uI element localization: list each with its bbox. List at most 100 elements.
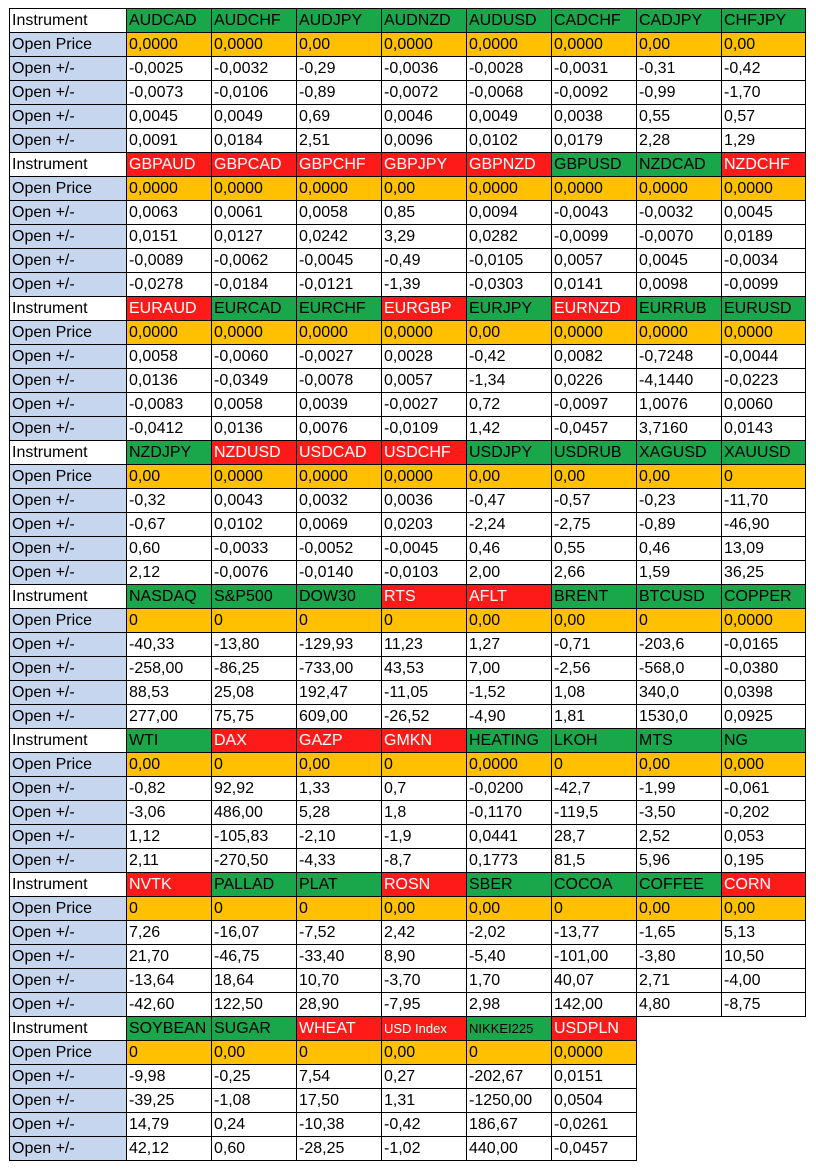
open-delta-cell: 1,12 [126,824,212,849]
open-delta-cell: 92,92 [211,776,297,801]
row-label-open-price: Open Price [9,608,127,633]
open-delta-cell: 0,0398 [721,680,806,705]
open-delta-cell: 75,75 [211,704,297,729]
open-delta-cell: -0,0052 [296,536,382,561]
open-delta-cell: -105,83 [211,824,297,849]
instrument-name-cell: COPPER [721,584,806,609]
instrument-name-cell: CADJPY [636,8,722,33]
open-delta-cell: -0,0083 [126,392,212,417]
open-delta-cell: -4,90 [466,704,552,729]
instrument-name-cell: CORN [721,872,806,897]
open-delta-row: Open +/- 88,53 25,08 192,47 -11,05 -1,52 1,08 3… [9,680,806,705]
open-delta-cell: 2,00 [466,560,552,585]
open-price-cell: 0 [721,464,806,489]
open-delta-row: Open +/- 0,0136 -0,0349 -0,0078 0,0057 -1,34 0… [9,368,806,393]
instrument-name-cell: USDJPY [466,440,552,465]
open-price-row: Open Price 0 0,00 0 0,00 0 0,0000 [9,1040,806,1065]
open-delta-cell: 0,0441 [466,824,552,849]
open-delta-cell: 1,0076 [636,392,722,417]
open-delta-cell: -0,89 [636,512,722,537]
open-delta-cell: -9,98 [126,1064,212,1089]
instrument-name-cell: GBPJPY [381,152,467,177]
open-price-cell: 0 [211,896,297,921]
open-delta-row: Open +/- -0,67 0,0102 0,0069 0,0203 -2,24 -2,7… [9,512,806,537]
open-delta-cell: -39,25 [126,1088,212,1113]
open-delta-row: Open +/- -0,0412 0,0136 0,0076 -0,0109 1,42 -0… [9,416,806,441]
open-price-cell: 0,0000 [721,176,806,201]
open-price-cell: 0,00 [636,464,722,489]
open-delta-cell: 5,28 [296,800,382,825]
row-label-open-price: Open Price [9,752,127,777]
row-label-open-delta: Open +/- [9,824,127,849]
open-delta-cell: 192,47 [296,680,382,705]
instrument-name-cell: AUDCAD [126,8,212,33]
open-delta-row: Open +/- -0,0073 -0,0106 -0,89 -0,0072 -0,006… [9,80,806,105]
open-price-cell: 0,00 [636,752,722,777]
row-label-open-delta: Open +/- [9,512,127,537]
open-delta-cell: 10,50 [721,944,806,969]
open-delta-cell: 88,53 [126,680,212,705]
open-delta-cell: -0,0034 [721,248,806,273]
open-price-cell: 0,0000 [721,608,806,633]
empty-cell [636,1088,722,1113]
open-delta-cell: 2,28 [636,128,722,153]
open-delta-cell: -0,0109 [381,416,467,441]
instrument-name-cell: BRENT [551,584,637,609]
open-delta-cell: -1,39 [381,272,467,297]
open-delta-cell: 43,53 [381,656,467,681]
open-delta-cell: -119,5 [551,800,637,825]
open-delta-cell: 40,07 [551,968,637,993]
open-delta-cell: 18,64 [211,968,297,993]
empty-cell [636,1112,722,1137]
open-price-cell: 0,00 [466,608,552,633]
open-delta-cell: -0,0380 [721,656,806,681]
open-delta-cell: -2,75 [551,512,637,537]
open-delta-cell: -0,0103 [381,560,467,585]
open-delta-cell: 13,09 [721,536,806,561]
instrument-name-cell: USDRUB [551,440,637,465]
row-label-instrument: Instrument [9,8,127,33]
instrument-name-cell: NG [721,728,806,753]
open-price-row: Open Price 0,00 0 0,00 0 0,0000 0 0,00 0,000 [9,752,806,777]
instrument-name-cell: EURNZD [551,296,637,321]
open-delta-cell: -0,67 [126,512,212,537]
instrument-name-cell: COFFEE [636,872,722,897]
open-delta-cell: 3,7160 [636,416,722,441]
row-label-open-delta: Open +/- [9,368,127,393]
open-price-cell: 0,0000 [721,320,806,345]
open-delta-cell: 0,0076 [296,416,382,441]
open-delta-cell: -46,90 [721,512,806,537]
open-delta-cell: 2,98 [466,992,552,1017]
open-delta-cell: 0,0061 [211,200,297,225]
open-delta-cell: -33,40 [296,944,382,969]
open-delta-cell: -1,34 [466,368,552,393]
open-delta-cell: -0,0036 [381,56,467,81]
row-label-instrument: Instrument [9,584,127,609]
instrument-name-cell: XAUUSD [721,440,806,465]
open-delta-cell: -0,0068 [466,80,552,105]
instrument-name-cell: USDCAD [296,440,382,465]
open-price-cell: 0,0000 [211,176,297,201]
open-price-cell: 0,0000 [296,176,382,201]
row-label-open-delta: Open +/- [9,104,127,129]
open-delta-cell: -0,71 [551,632,637,657]
open-delta-cell: -1,9 [381,824,467,849]
open-delta-cell: 0,27 [381,1064,467,1089]
row-label-open-delta: Open +/- [9,776,127,801]
open-delta-cell: 0,0069 [296,512,382,537]
instrument-header-row: Instrument NZDJPY NZDUSD USDCAD USDCHF USDJPY… [9,440,806,465]
open-delta-cell: -0,42 [466,344,552,369]
open-delta-row: Open +/- -0,0089 -0,0062 -0,0045 -0,49 -0,010… [9,248,806,273]
open-delta-cell: 0,0127 [211,224,297,249]
open-price-cell: 0,00 [381,176,467,201]
instrument-name-cell: BTCUSD [636,584,722,609]
open-delta-cell: -0,0457 [551,1136,637,1161]
open-delta-cell: -0,0032 [636,200,722,225]
open-delta-cell: -46,75 [211,944,297,969]
instrument-header-row: Instrument AUDCAD AUDCHF AUDJPY AUDNZD AUDUSD… [9,8,806,33]
open-delta-cell: -0,82 [126,776,212,801]
open-delta-cell: 0,0043 [211,488,297,513]
open-delta-cell: -3,06 [126,800,212,825]
open-delta-cell: -0,89 [296,80,382,105]
instrument-name-cell: RTS [381,584,467,609]
